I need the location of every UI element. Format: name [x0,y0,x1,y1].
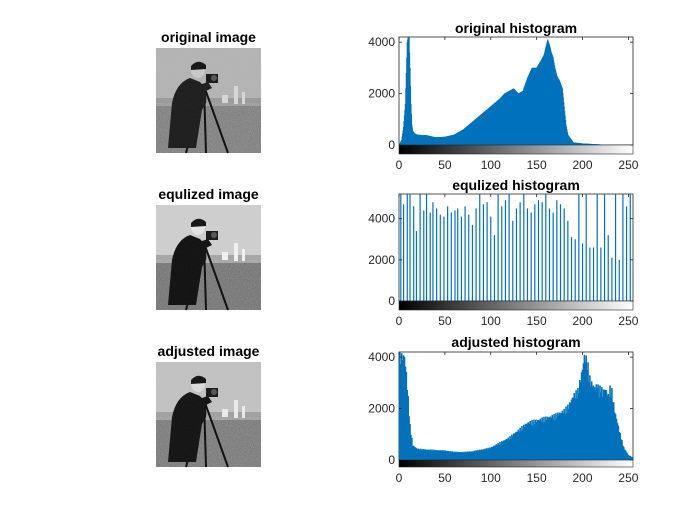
y-tick-label: 4000 [368,350,395,364]
image-title-original: original image [161,29,256,45]
histogram-title: adjusted histogram [451,334,580,350]
cameraman-image-equalized [156,205,261,311]
x-tick-label: 50 [438,314,452,328]
x-tick-label: 0 [396,158,403,172]
grayscale-colorbar [398,144,634,155]
histogram-bars [399,37,620,145]
y-tick-label: 0 [388,294,395,308]
x-tick-label: 0 [396,314,403,328]
histogram-axes-3: adjusted histogram 0 2000 4000 0 50 100 150 200 2… [368,334,638,485]
x-tick-label: 200 [573,314,593,328]
y-tick-label: 0 [388,453,395,467]
histogram-title: original histogram [455,20,577,36]
image-title-equalized: equlized image [158,186,259,202]
y-tick-label: 2000 [368,253,395,267]
x-tick-label: 50 [438,158,452,172]
cameraman-image-original [156,48,261,154]
x-tick-label: 100 [481,314,501,328]
x-tick-label: 100 [481,158,501,172]
cameraman-image-adjusted [156,362,261,468]
x-tick-label: 100 [481,471,501,485]
x-tick-label: 150 [527,158,547,172]
histogram-axes-1: original histogram 0 2000 4000 0 50 100 150 200 2… [368,20,638,172]
histogram-axes-2: equlized histogram 0 2000 4000 0 50 100 150 200 2… [368,177,638,328]
histogram-bars [400,194,631,301]
y-tick-label: 4000 [368,35,395,49]
y-tick-label: 2000 [368,87,395,101]
grayscale-colorbar [398,459,634,468]
x-tick-label: 250 [618,158,638,172]
x-tick-label: 150 [527,471,547,485]
y-tick-label: 0 [388,138,395,152]
x-tick-label: 150 [527,314,547,328]
y-tick-label: 2000 [368,402,395,416]
histogram-title: equlized histogram [452,177,580,193]
x-tick-label: 0 [396,471,403,485]
x-tick-label: 50 [438,471,452,485]
x-tick-label: 250 [618,471,638,485]
x-tick-label: 200 [573,158,593,172]
image-title-adjusted: adjusted image [158,343,260,359]
x-tick-label: 200 [573,471,593,485]
grayscale-colorbar [398,300,634,311]
x-tick-label: 250 [618,314,638,328]
y-tick-label: 4000 [368,212,395,226]
histogram-bars [399,352,633,460]
